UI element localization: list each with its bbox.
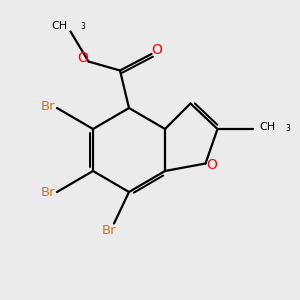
Text: Br: Br	[41, 100, 55, 113]
Text: O: O	[207, 158, 218, 172]
Text: O: O	[78, 52, 88, 65]
Text: 3: 3	[80, 22, 85, 31]
Text: O: O	[152, 44, 162, 57]
Text: Br: Br	[41, 185, 55, 199]
Text: Br: Br	[102, 224, 117, 238]
Text: 3: 3	[285, 124, 290, 133]
Text: CH: CH	[260, 122, 276, 133]
Text: CH: CH	[51, 20, 68, 31]
